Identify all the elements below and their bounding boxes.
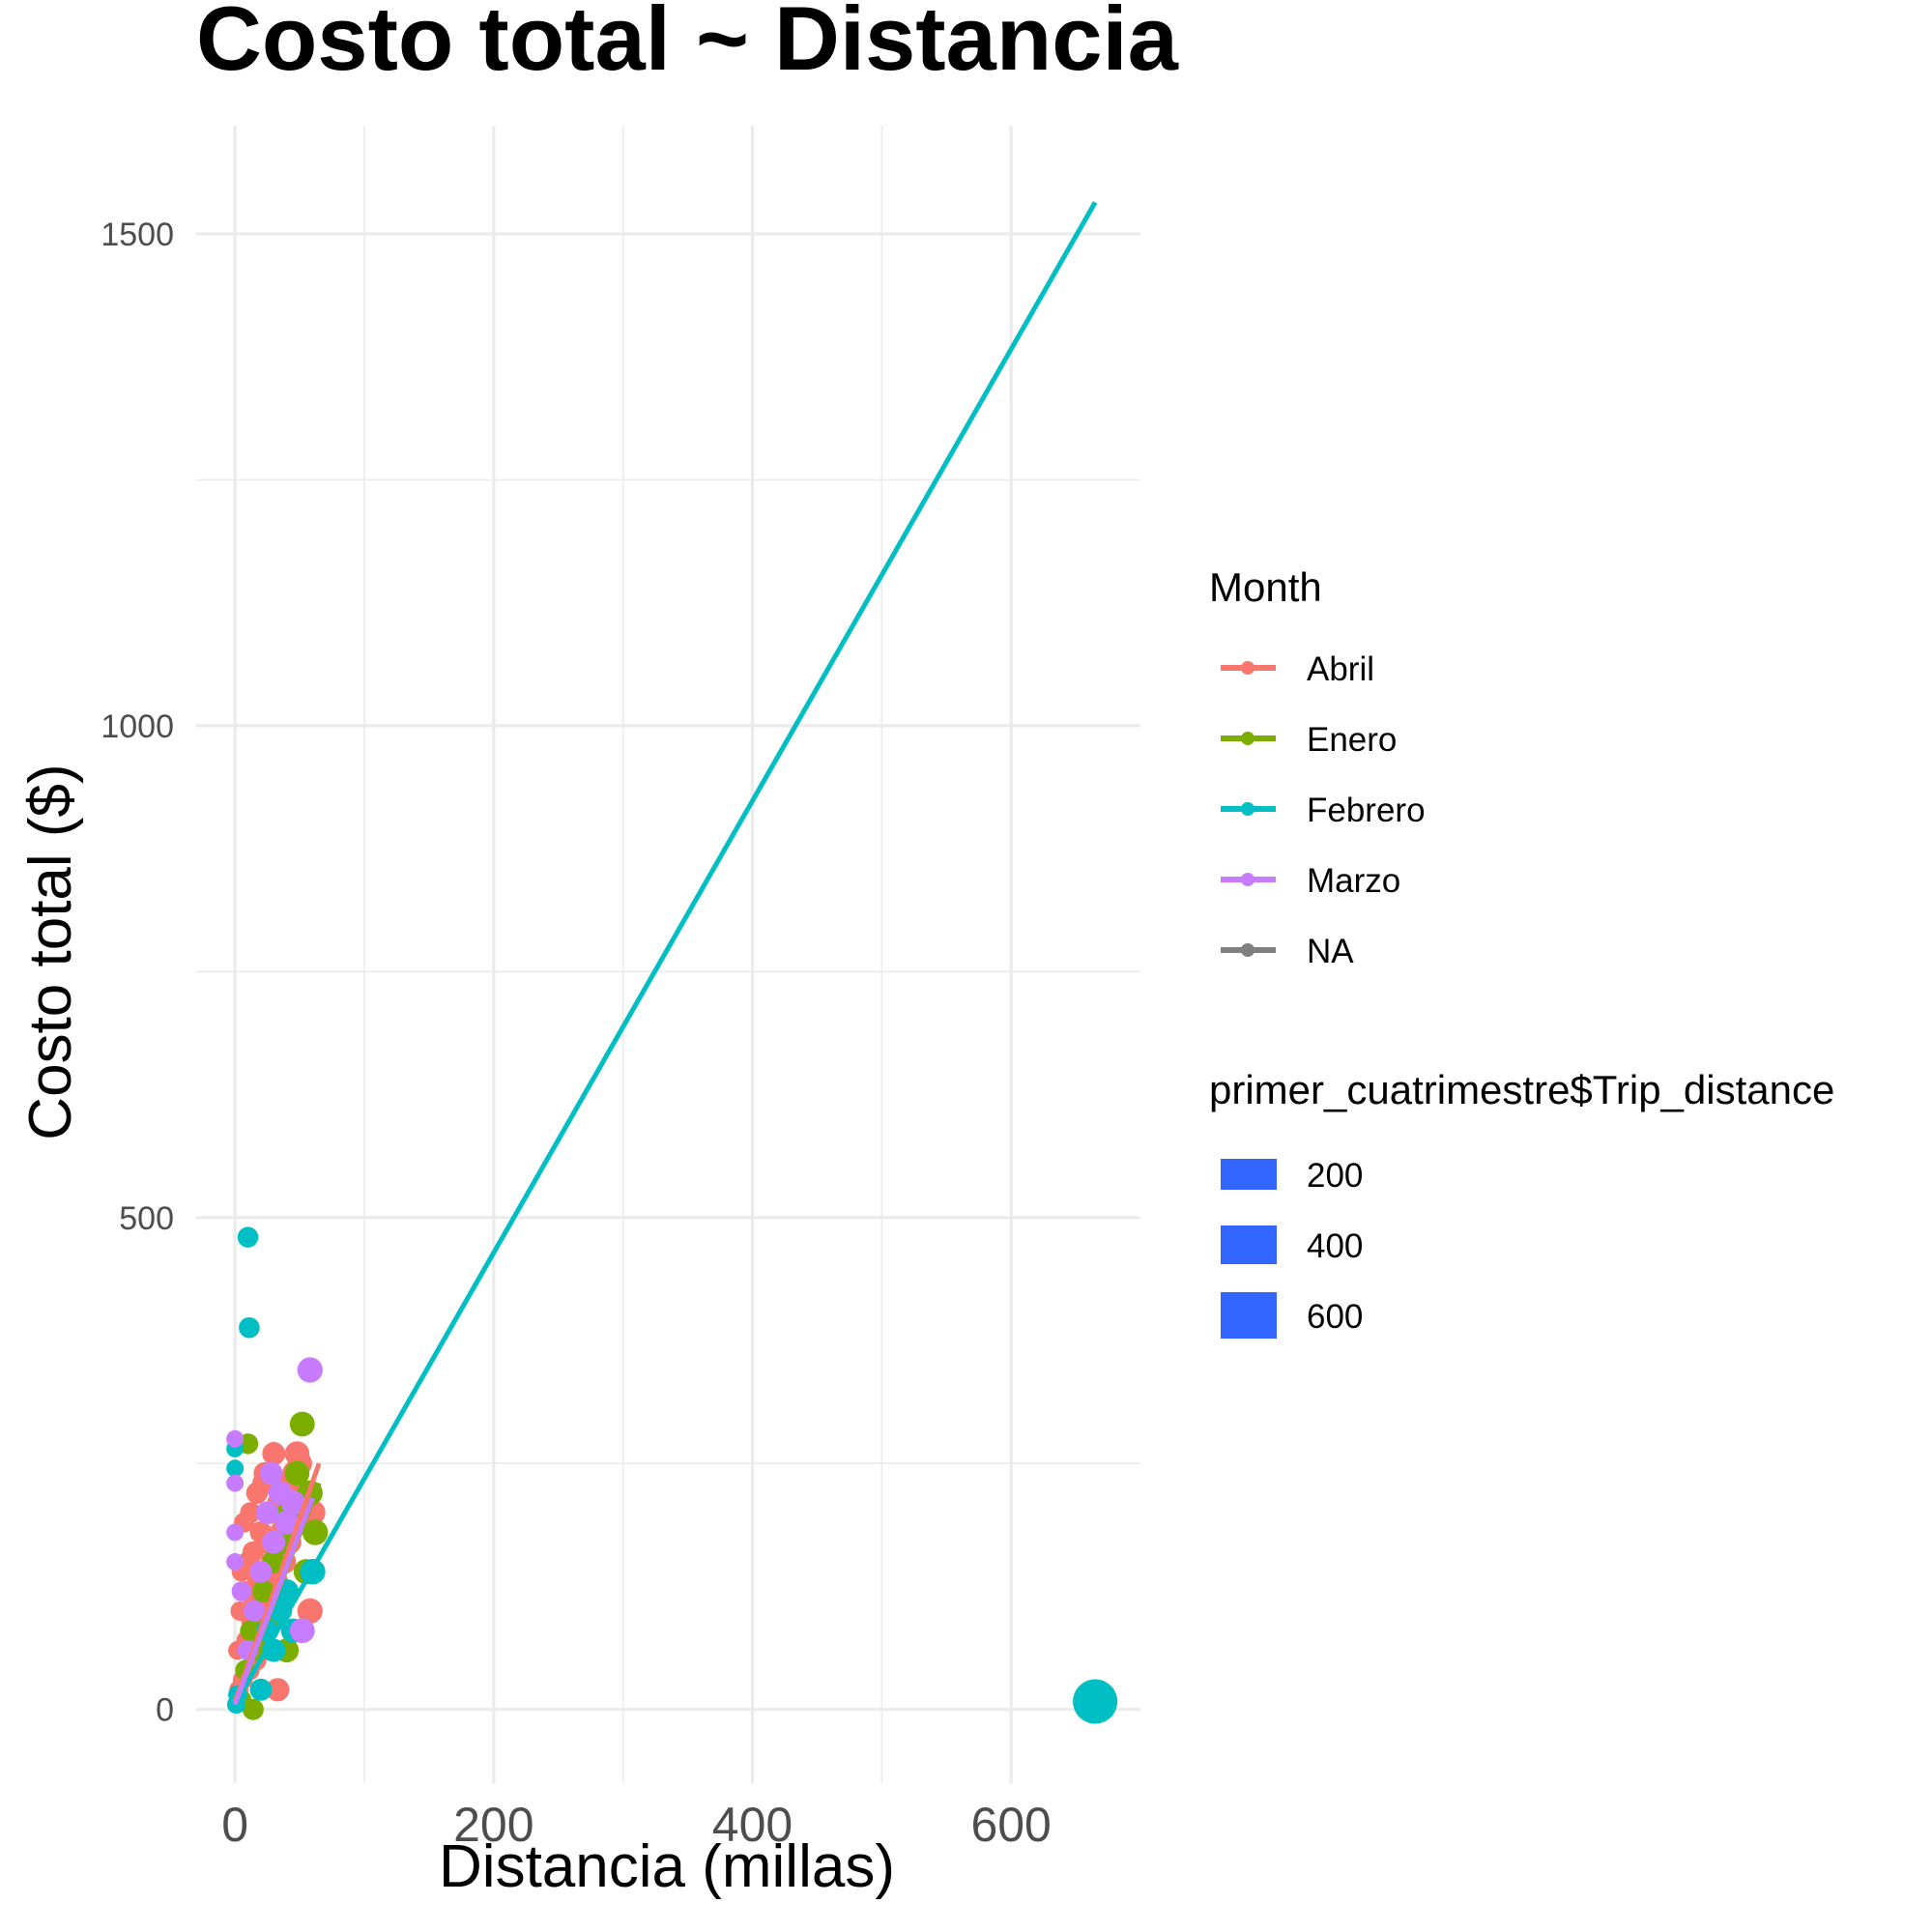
data-point: [237, 1226, 259, 1248]
y-tick-label: 1500: [101, 216, 174, 253]
y-axis-title: Costo total ($): [17, 764, 84, 1139]
x-tick-label: 600: [970, 1798, 1051, 1852]
data-point: [240, 1502, 262, 1523]
data-point: [297, 1357, 323, 1383]
x-tick-label: 400: [712, 1798, 793, 1852]
legend-key-dot: [1241, 873, 1254, 886]
y-tick-label: 500: [119, 1200, 174, 1237]
data-point: [239, 1316, 260, 1339]
size-legend-title: primer_cuatrimestre$Trip_distance: [1209, 1067, 1834, 1112]
x-tick-label: 0: [221, 1798, 248, 1852]
legend-label: Enero: [1307, 721, 1397, 759]
legend-key-dot: [1241, 732, 1254, 745]
grid-lines: [196, 126, 1140, 1783]
data-point: [244, 1600, 266, 1622]
size-legend-key: [1221, 1226, 1277, 1264]
size-legend: primer_cuatrimestre$Trip_distance 200 400…: [1209, 1067, 1834, 1339]
data-point: [242, 1698, 264, 1720]
data-point: [289, 1411, 315, 1437]
y-tick-label: 1000: [101, 708, 174, 745]
size-legend-key: [1221, 1292, 1277, 1339]
fit-lines: [232, 201, 1098, 1706]
legend-label: Febrero: [1307, 792, 1426, 829]
data-point: [255, 1501, 279, 1524]
data-point: [249, 1560, 273, 1583]
data-point: [226, 1474, 245, 1492]
fit-line: [232, 1496, 315, 1706]
data-points: [226, 1226, 1118, 1724]
data-point: [226, 1523, 245, 1542]
data-point: [259, 1461, 283, 1485]
legend-label: Marzo: [1307, 862, 1400, 900]
fit-line: [232, 201, 1098, 1706]
data-point: [262, 1442, 286, 1466]
data-point: [302, 1519, 329, 1545]
data-point: [289, 1618, 315, 1644]
legend-label: Abril: [1307, 650, 1374, 688]
data-point: [226, 1552, 245, 1571]
data-point: [284, 1460, 310, 1486]
size-legend-label: 200: [1307, 1157, 1363, 1195]
x-tick-label: 200: [453, 1798, 533, 1852]
color-legend-title: Month: [1209, 564, 1322, 610]
size-legend-label: 600: [1307, 1298, 1363, 1336]
data-point: [226, 1459, 245, 1478]
data-point: [266, 1678, 290, 1702]
data-point: [249, 1678, 273, 1701]
size-legend-label: 400: [1307, 1227, 1363, 1265]
data-point: [297, 1598, 323, 1625]
color-legend: Month Abril Enero Febrero Marzo NA: [1209, 564, 1426, 970]
legend-label: NA: [1307, 933, 1354, 970]
legend-key-dot: [1241, 943, 1254, 957]
data-point: [226, 1429, 245, 1448]
data-point: [262, 1530, 286, 1554]
size-legend-key: [1221, 1159, 1277, 1190]
y-axis: 0 500 1000 1500: [101, 216, 174, 1729]
x-axis-title: Distancia (millas): [439, 1833, 895, 1900]
legend-key-dot: [1241, 661, 1254, 675]
data-point: [231, 1581, 252, 1601]
y-tick-label: 0: [156, 1692, 174, 1729]
data-point: [274, 1510, 300, 1535]
data-point: [280, 1490, 306, 1515]
plot-panel: [196, 126, 1140, 1783]
x-axis: 0 200 400 600: [221, 1798, 1052, 1852]
legend-key-dot: [1241, 802, 1254, 816]
chart-title: Costo total ~ Distancia: [196, 0, 1179, 89]
data-point: [1073, 1679, 1118, 1724]
